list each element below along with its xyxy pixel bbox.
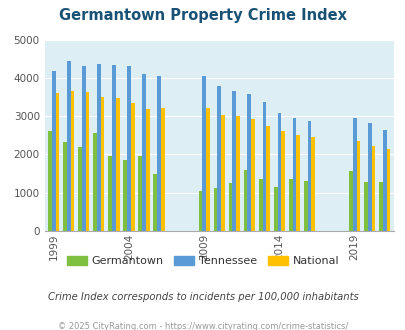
- Bar: [232, 91, 236, 231]
- Bar: [251, 119, 254, 231]
- Bar: [206, 108, 209, 231]
- Bar: [258, 179, 262, 231]
- Bar: [266, 126, 269, 231]
- Bar: [371, 146, 375, 231]
- Bar: [93, 133, 97, 231]
- Bar: [311, 137, 314, 231]
- Bar: [115, 98, 119, 231]
- Bar: [85, 92, 89, 231]
- Bar: [262, 102, 266, 231]
- Bar: [363, 182, 367, 231]
- Bar: [307, 121, 311, 231]
- Bar: [55, 93, 59, 231]
- Bar: [367, 123, 371, 231]
- Bar: [78, 147, 82, 231]
- Bar: [157, 76, 160, 231]
- Bar: [281, 131, 284, 231]
- Bar: [378, 182, 382, 231]
- Bar: [352, 118, 356, 231]
- Bar: [273, 187, 277, 231]
- Bar: [112, 65, 115, 231]
- Bar: [70, 91, 74, 231]
- Bar: [382, 130, 386, 231]
- Text: Germantown Property Crime Index: Germantown Property Crime Index: [59, 8, 346, 23]
- Bar: [296, 135, 299, 231]
- Text: © 2025 CityRating.com - https://www.cityrating.com/crime-statistics/: © 2025 CityRating.com - https://www.city…: [58, 322, 347, 330]
- Bar: [386, 149, 390, 231]
- Bar: [82, 66, 85, 231]
- Bar: [123, 160, 127, 231]
- Bar: [48, 131, 52, 231]
- Bar: [292, 118, 296, 231]
- Bar: [52, 71, 55, 231]
- Bar: [127, 66, 130, 231]
- Bar: [202, 76, 206, 231]
- Bar: [63, 142, 67, 231]
- Bar: [145, 109, 149, 231]
- Bar: [221, 115, 224, 231]
- Bar: [153, 174, 157, 231]
- Bar: [130, 103, 134, 231]
- Bar: [236, 116, 239, 231]
- Bar: [67, 61, 70, 231]
- Bar: [198, 191, 202, 231]
- Bar: [288, 179, 292, 231]
- Bar: [100, 97, 104, 231]
- Bar: [217, 86, 221, 231]
- Bar: [348, 171, 352, 231]
- Bar: [356, 142, 360, 231]
- Bar: [97, 64, 100, 231]
- Bar: [213, 188, 217, 231]
- Bar: [160, 108, 164, 231]
- Bar: [243, 170, 247, 231]
- Bar: [228, 183, 232, 231]
- Bar: [142, 74, 145, 231]
- Bar: [138, 156, 142, 231]
- Text: Crime Index corresponds to incidents per 100,000 inhabitants: Crime Index corresponds to incidents per…: [47, 292, 358, 302]
- Legend: Germantown, Tennessee, National: Germantown, Tennessee, National: [62, 251, 343, 271]
- Bar: [277, 113, 281, 231]
- Bar: [303, 181, 307, 231]
- Bar: [108, 156, 112, 231]
- Bar: [247, 94, 251, 231]
